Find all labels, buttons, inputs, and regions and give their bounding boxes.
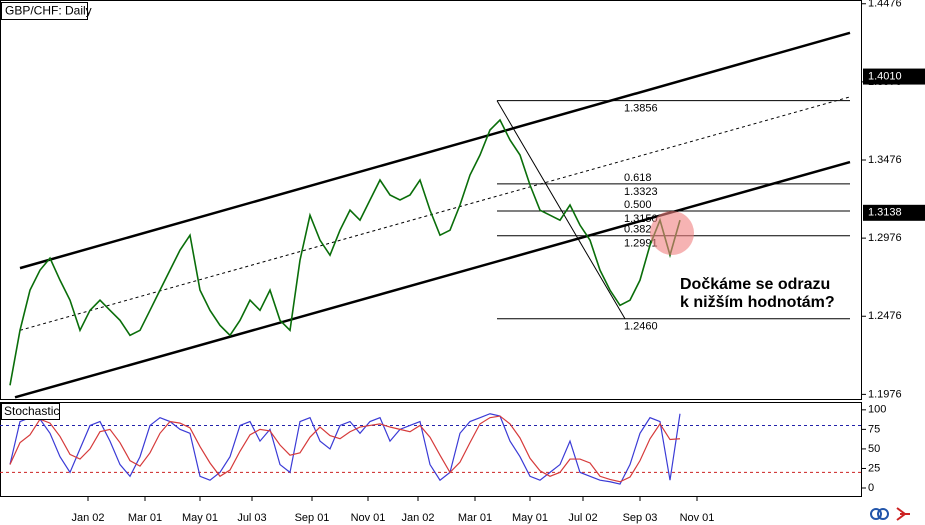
y-tick-label: 1.4476 [868,0,902,10]
channel-line [14,160,851,399]
y-tick-label: 1.3476 [868,154,902,166]
toolbar-icons[interactable] [870,507,910,521]
title-box [1,403,60,420]
x-tick-label: Jan 02 [401,512,434,524]
y-tick-label: 0 [868,482,874,494]
icon[interactable] [877,508,889,520]
y-tick-label: 1.1976 [868,388,902,400]
price-marker [863,68,925,85]
x-tick-label: Nov 01 [351,512,386,524]
y-tick-label: 100 [868,404,886,416]
y-tick-label: 1.2476 [868,310,902,322]
x-tick-label: Sep 03 [623,512,658,524]
x-tick-label: Sep 01 [295,512,330,524]
fib-price-label: 1.3150 [624,213,658,225]
stochastic-line [9,415,681,483]
y-tick-label: 75 [868,423,880,435]
x-tick-label: May 01 [182,512,218,524]
highlight [650,211,694,255]
price-marker-label: 1.4010 [868,70,902,82]
indicator-title: Stochastic [4,404,59,418]
x-tick-label: Jan 02 [71,512,104,524]
fib-ratio-label: 0.500 [624,199,652,211]
fib-ratio-label: 0.618 [624,172,652,184]
x-tick-label: Nov 01 [680,512,715,524]
annotation: Dočkáme se odrazu [680,276,830,293]
icon[interactable] [896,507,910,521]
price-marker [863,204,925,221]
channel-line [19,31,851,270]
stochastic-line [9,413,681,485]
stochastic-panel [0,402,862,497]
y-tick-label: 50 [868,443,880,455]
fib-ratio-label: 0.382 [624,224,652,236]
x-tick-label: May 01 [512,512,548,524]
fib-price-label: 1.3856 [624,103,658,115]
annotation: k nižším hodnotám? [680,294,835,311]
y-tick-label: 25 [868,462,880,474]
y-tick-label: 1.2976 [868,232,902,244]
price-panel [0,0,862,400]
x-tick-label: Mar 01 [458,512,492,524]
icon[interactable] [870,508,882,520]
price-marker-label: 1.3138 [868,207,902,219]
fib-price-label: 1.2460 [624,321,658,333]
x-tick-label: Jul 02 [568,512,597,524]
chart-title: GBP/CHF: Daily [5,4,92,18]
title-box [1,2,88,20]
x-tick-label: Jul 03 [237,512,266,524]
fib-price-label: 1.3323 [624,186,658,198]
fib-trend [496,100,626,320]
price-line [9,118,681,386]
x-tick-label: Mar 01 [128,512,162,524]
